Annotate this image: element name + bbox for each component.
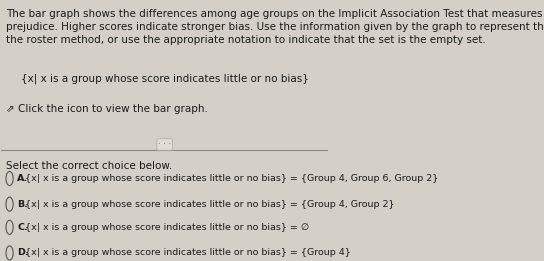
Text: {x| x is a group whose score indicates little or no bias} = {Group 4, Group 6, G: {x| x is a group whose score indicates l… (25, 174, 438, 183)
Text: {x| x is a group whose score indicates little or no bias}: {x| x is a group whose score indicates l… (21, 73, 309, 84)
Text: {x| x is a group whose score indicates little or no bias} = {Group 4, Group 2}: {x| x is a group whose score indicates l… (25, 200, 394, 209)
Text: C.: C. (17, 223, 28, 232)
Text: D.: D. (17, 248, 29, 257)
Text: ⇗ Click the icon to view the bar graph.: ⇗ Click the icon to view the bar graph. (7, 104, 208, 114)
Text: The bar graph shows the differences among age groups on the Implicit Association: The bar graph shows the differences amon… (7, 9, 544, 45)
Text: {x| x is a group whose score indicates little or no bias} = ∅: {x| x is a group whose score indicates l… (25, 223, 309, 232)
Text: {x| x is a group whose score indicates little or no bias} = {Group 4}: {x| x is a group whose score indicates l… (25, 248, 351, 257)
Text: · · ·: · · · (158, 140, 171, 149)
Text: Select the correct choice below.: Select the correct choice below. (7, 161, 172, 170)
Text: B.: B. (17, 200, 28, 209)
Text: A.: A. (17, 174, 28, 183)
